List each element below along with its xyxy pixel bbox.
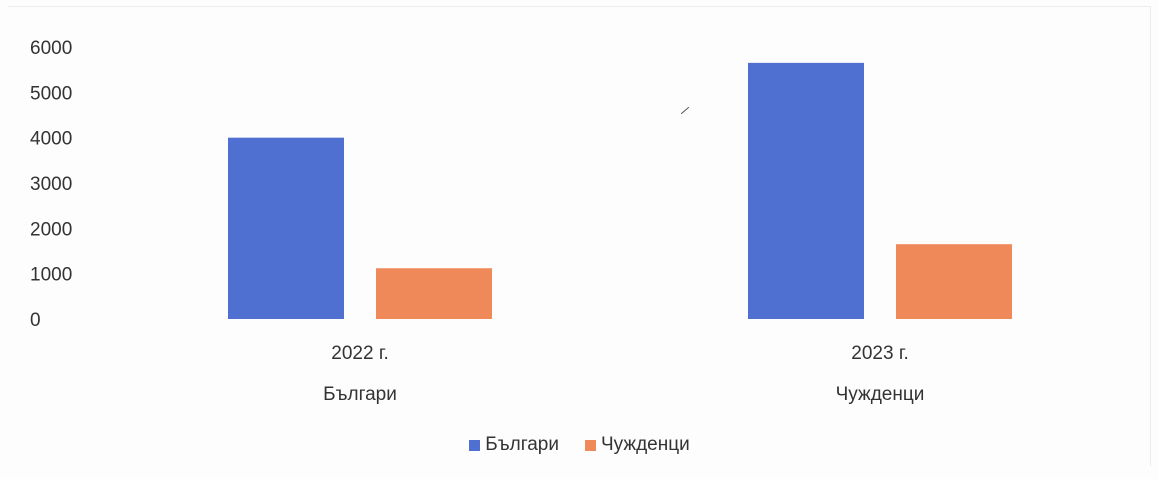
legend-swatch-foreigners <box>584 439 596 451</box>
y-tick-label: 3000 <box>30 174 72 195</box>
bar-bulgarians-1 <box>748 62 864 319</box>
legend-item-bulgarians: Българи <box>469 434 559 456</box>
y-tick-label: 2000 <box>30 219 72 240</box>
y-tick-label: 4000 <box>30 129 72 150</box>
bar-foreigners-0 <box>376 268 492 319</box>
y-tick-label: 5000 <box>30 83 72 104</box>
x-tick-label: 2023 г. <box>851 343 908 364</box>
y-tick-label: 0 <box>30 310 41 331</box>
y-tick-label: 6000 <box>30 38 72 59</box>
x-axis: 2022 г. Българи 2023 г. Чужденци <box>323 343 924 405</box>
legend: Българи Чужденци <box>0 434 1159 456</box>
bars-group <box>228 62 1012 319</box>
legend-item-foreigners: Чужденци <box>584 434 690 456</box>
legend-swatch-bulgarians <box>469 439 481 451</box>
y-axis: 0 1000 2000 3000 4000 5000 6000 <box>30 38 72 331</box>
legend-label-foreigners: Чужденци <box>600 434 690 455</box>
bar-bulgarians-0 <box>228 137 344 319</box>
x-category-sublabel: Чужденци <box>836 384 925 405</box>
bar-foreigners-1 <box>896 244 1012 319</box>
y-tick-label: 1000 <box>30 265 72 286</box>
legend-label-bulgarians: Българи <box>485 434 559 455</box>
x-tick-label: 2022 г. <box>331 343 388 364</box>
x-category-sublabel: Българи <box>323 384 397 405</box>
